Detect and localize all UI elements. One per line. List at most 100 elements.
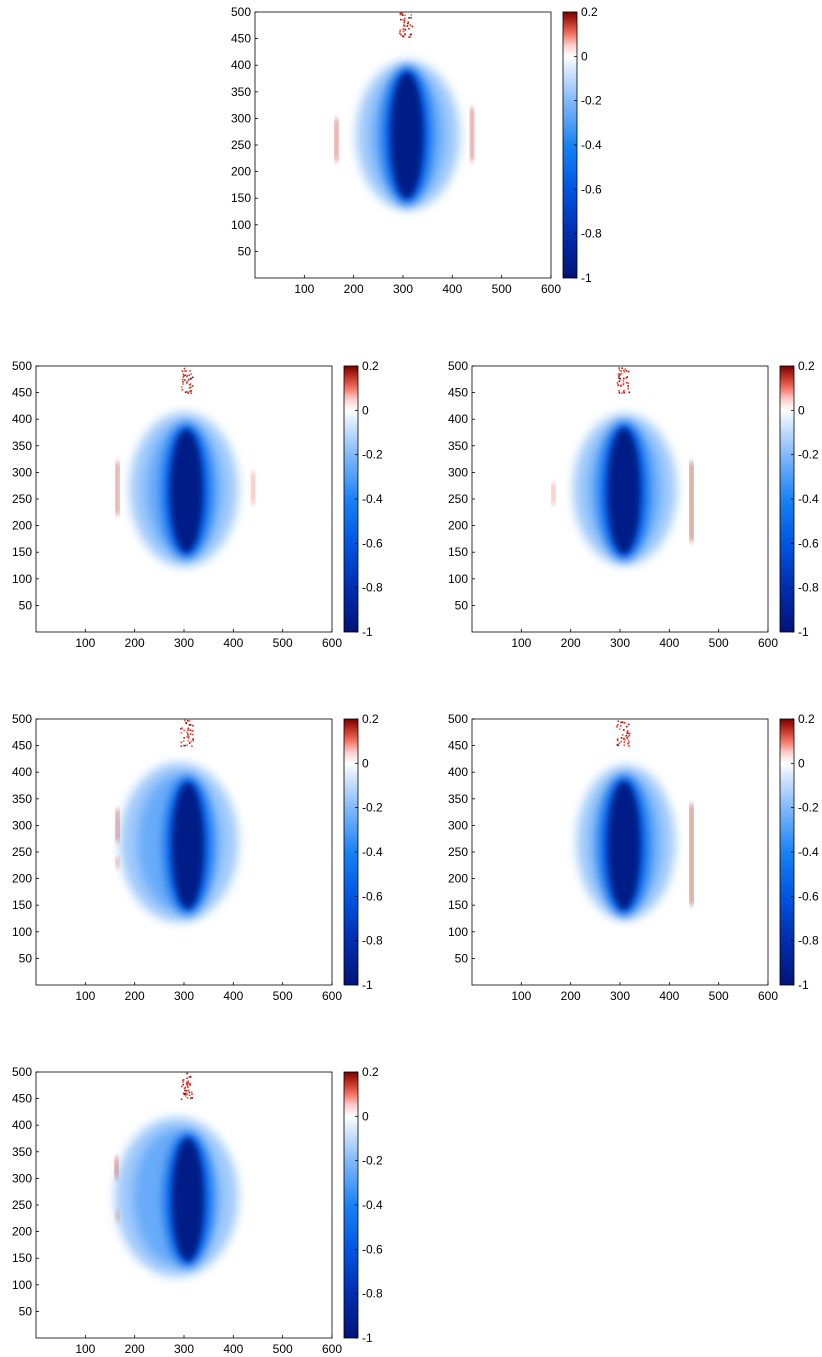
positive-speckle: [623, 741, 626, 744]
positive-speckle: [623, 377, 625, 380]
y-tick-label: 500: [12, 359, 32, 373]
y-tick-label: 250: [231, 138, 251, 152]
y-tick-label: 350: [448, 792, 468, 806]
positive-speckle: [403, 24, 405, 26]
y-tick-label: 150: [448, 545, 468, 559]
x-tick-label: 300: [393, 282, 413, 296]
y-tick-label: 300: [448, 465, 468, 479]
heatmap-body: [114, 1072, 239, 1277]
x-tick-label: 600: [758, 636, 778, 650]
y-tick-label: 350: [231, 85, 251, 99]
colorbar-tick-label: -0.6: [362, 536, 383, 550]
positive-speckle: [623, 744, 626, 747]
y-tick-label: 100: [448, 572, 468, 586]
x-tick-label: 200: [561, 636, 581, 650]
heatmap-panel: 100 200 300 400 500 600 50 100 150 200 250 300 350 40…: [12, 1065, 383, 1356]
positive-speckle: [187, 719, 189, 722]
colorbar-tick-label: -0.8: [798, 934, 819, 948]
positive-speckle: [183, 744, 185, 747]
colorbar-tick-label: -0.4: [798, 845, 819, 859]
positive-speckle: [625, 370, 628, 372]
x-tick-label: 100: [294, 282, 314, 296]
positive-speckle: [182, 378, 184, 381]
heatmap-body: [115, 719, 239, 923]
y-tick-label: 50: [455, 598, 469, 612]
y-tick-label: 250: [448, 492, 468, 506]
positive-speckle: [192, 738, 194, 740]
x-tick-label: 100: [75, 1342, 95, 1356]
positive-speckle: [182, 373, 185, 375]
positive-speckle: [628, 391, 631, 394]
positive-speckle: [618, 375, 620, 377]
positive-speckle: [180, 745, 183, 748]
heatmap-panel: 100 200 300 400 500 600 50 100 150 200 250 300 350 40…: [231, 5, 602, 296]
colorbar-tick-label: -0.4: [362, 845, 383, 859]
core-region: [390, 72, 424, 199]
x-tick-label: 400: [442, 282, 462, 296]
positive-speckle: [184, 379, 186, 381]
positive-speckle: [186, 1077, 188, 1080]
colorbar-tick-label: 0: [362, 756, 369, 770]
colorbar-tick-label: -0.6: [362, 889, 383, 903]
positive-speckle: [624, 722, 626, 724]
positive-speckle: [183, 1093, 186, 1096]
positive-speckle: [191, 1097, 194, 1099]
positive-speckle: [625, 377, 627, 379]
x-tick-label: 600: [758, 989, 778, 1003]
positive-speckle: [190, 373, 192, 375]
positive-speckle: [401, 14, 404, 17]
x-tick-label: 100: [511, 989, 531, 1003]
y-tick-label: 450: [448, 386, 468, 400]
positive-streak: [115, 1210, 119, 1221]
x-tick-label: 500: [492, 282, 512, 296]
positive-speckle: [621, 721, 623, 724]
positive-speckle: [618, 380, 621, 383]
positive-speckle: [182, 1083, 184, 1086]
positive-speckle: [403, 25, 406, 27]
y-tick-label: 100: [12, 1278, 32, 1292]
positive-speckle: [186, 1084, 189, 1087]
colorbar-tick-label: -0.2: [798, 448, 819, 462]
positive-speckle: [626, 730, 629, 732]
positive-speckle: [192, 729, 194, 732]
colorbar-tick-label: 0.2: [362, 1065, 379, 1079]
positive-speckle: [182, 376, 185, 378]
core-region: [172, 782, 204, 909]
positive-speckle: [189, 386, 192, 389]
positive-speckle: [400, 13, 403, 15]
y-tick-label: 500: [231, 5, 251, 19]
positive-speckle: [399, 29, 402, 31]
heatmap-panel: 100 200 300 400 500 600 50 100 150 200 250 300 350 40…: [448, 359, 819, 650]
positive-speckle: [620, 372, 623, 375]
colorbar-tick-label: -1: [362, 625, 373, 639]
y-tick-label: 450: [12, 1092, 32, 1106]
positive-speckle: [190, 377, 192, 380]
x-tick-label: 500: [273, 636, 293, 650]
positive-streak: [334, 118, 338, 161]
positive-speckle: [189, 370, 191, 372]
y-tick-label: 300: [12, 1171, 32, 1185]
colorbar-tick-label: -0.6: [581, 182, 602, 196]
positive-speckle: [618, 742, 621, 745]
positive-speckle: [617, 373, 620, 375]
y-tick-label: 350: [12, 439, 32, 453]
positive-speckle: [185, 1081, 188, 1084]
heatmap-panel: 100 200 300 400 500 600 50 100 150 200 250 300 350 40…: [448, 712, 819, 1003]
positive-streak: [114, 1157, 118, 1179]
positive-speckle: [409, 36, 411, 38]
colorbar-tick-label: -0.6: [798, 889, 819, 903]
positive-speckle: [191, 1093, 193, 1095]
y-tick-label: 150: [12, 898, 32, 912]
positive-speckle: [184, 1086, 187, 1089]
positive-speckle: [187, 733, 189, 735]
positive-speckle: [191, 385, 194, 387]
positive-speckle: [185, 1083, 188, 1085]
positive-speckle: [188, 724, 191, 726]
positive-speckle: [618, 728, 621, 730]
x-tick-label: 400: [659, 636, 679, 650]
positive-speckle: [618, 391, 621, 394]
positive-speckle: [187, 1081, 190, 1083]
positive-speckle: [624, 368, 627, 370]
positive-speckle: [189, 1076, 192, 1078]
